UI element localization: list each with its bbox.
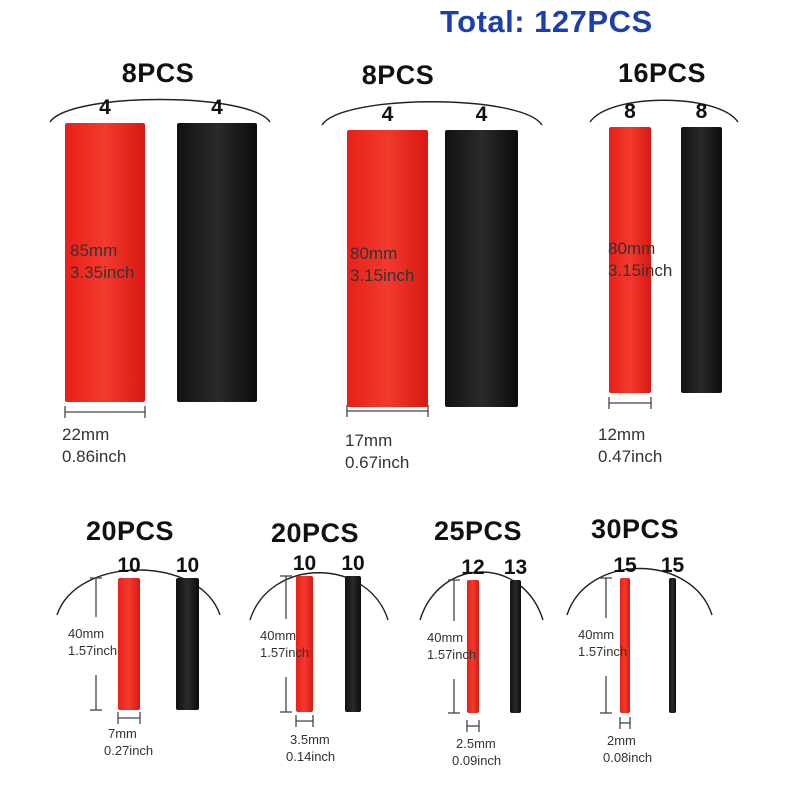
group-title: 16PCS	[617, 58, 707, 88]
group-bracket-arc	[56, 569, 221, 616]
width-mm: 17mm	[345, 431, 393, 450]
black-count: 4	[475, 103, 488, 126]
red-tube	[620, 578, 630, 713]
length-inch: 1.57inch	[578, 644, 628, 659]
black-count: 13	[503, 556, 528, 579]
red-tube	[609, 127, 651, 393]
length-inch: 1.57inch	[260, 645, 310, 660]
red-count: 10	[292, 552, 317, 575]
length-mm: 40mm	[68, 626, 105, 641]
width-mm: 2mm	[607, 733, 636, 748]
group-bracket-arc	[566, 567, 713, 616]
length-inch: 1.57inch	[427, 647, 477, 662]
group-title: 20PCS	[85, 516, 175, 546]
length-mm: 40mm	[578, 627, 615, 642]
group-title: 30PCS	[590, 514, 680, 544]
total-label: Total: 127PCS	[440, 4, 653, 39]
black-count: 8	[695, 100, 708, 123]
black-tube	[177, 123, 257, 402]
group-title: 20PCS	[270, 518, 360, 548]
length-mm: 85mm	[70, 241, 118, 260]
red-tube	[118, 578, 140, 710]
width-mm: 3.5mm	[290, 732, 330, 747]
group-bracket-arc	[589, 99, 739, 123]
black-count: 10	[175, 554, 200, 577]
width-inch: 0.27inch	[104, 743, 154, 758]
black-count: 15	[660, 554, 685, 577]
width-inch: 0.09inch	[452, 753, 502, 768]
width-mm: 12mm	[598, 425, 646, 444]
red-count: 10	[117, 554, 141, 577]
length-inch: 3.35inch	[70, 263, 135, 282]
red-tube	[65, 123, 145, 402]
black-tube	[681, 127, 722, 393]
length-inch: 1.57inch	[68, 643, 118, 658]
length-mm: 40mm	[260, 628, 297, 643]
red-count: 15	[613, 554, 637, 577]
black-tube	[176, 578, 199, 710]
red-tube	[296, 576, 313, 712]
length-mm: 80mm	[350, 244, 398, 263]
group-bracket-arc	[321, 101, 543, 126]
length-inch: 3.15inch	[350, 266, 415, 285]
width-mm: 7mm	[108, 726, 137, 741]
width-inch: 0.47inch	[598, 447, 663, 466]
width-inch: 0.86inch	[62, 447, 127, 466]
group-title: 8PCS	[121, 58, 195, 88]
length-mm: 80mm	[608, 239, 656, 258]
black-count: 10	[341, 552, 365, 575]
width-mm: 2.5mm	[456, 736, 496, 751]
group-title: 8PCS	[361, 60, 435, 90]
black-tube	[345, 576, 361, 712]
width-inch: 0.08inch	[603, 750, 653, 765]
group-bracket-arc	[49, 98, 271, 123]
width-inch: 0.14inch	[286, 749, 336, 764]
red-count: 8	[624, 100, 636, 123]
width-mm: 22mm	[62, 425, 110, 444]
red-count: 4	[381, 103, 394, 126]
black-count: 4	[211, 96, 223, 119]
red-count: 12	[461, 556, 485, 579]
group-bracket-arc	[419, 571, 544, 621]
red-tube	[347, 130, 428, 407]
width-inch: 0.67inch	[345, 453, 410, 472]
length-inch: 3.15inch	[608, 261, 673, 280]
red-count: 4	[99, 96, 111, 119]
length-mm: 40mm	[427, 630, 464, 645]
black-tube	[510, 580, 521, 713]
group-title: 25PCS	[433, 516, 523, 546]
group-bracket-arc	[249, 572, 389, 621]
black-tube	[445, 130, 518, 407]
red-tube	[467, 580, 479, 713]
black-tube	[669, 578, 676, 713]
